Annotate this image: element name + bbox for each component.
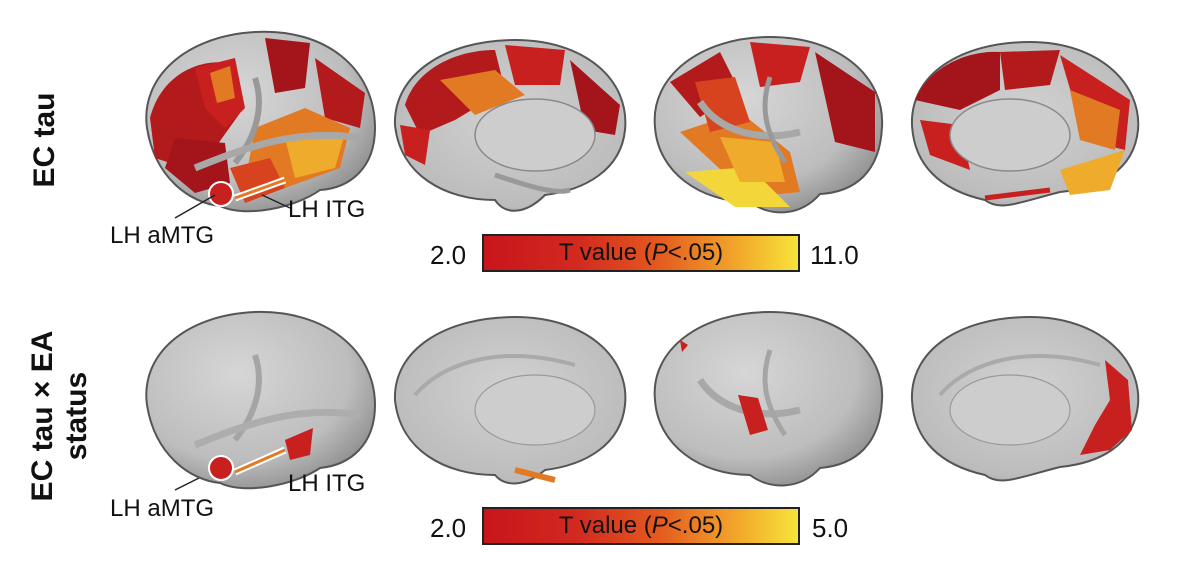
annotation-lh-amtg: LH aMTG	[110, 495, 215, 522]
brain-right-medial-row2	[900, 305, 1150, 490]
brain-left-medial-row2	[385, 305, 635, 490]
annotation-lh-amtg: LH aMTG	[110, 222, 215, 249]
brain-left-lateral-row1	[135, 18, 385, 228]
row-label-ec-tau: EC tau	[28, 92, 62, 187]
row-label-line: EC tau × EA	[26, 330, 59, 502]
colorbar-row2: T value (P<.05)	[482, 507, 800, 545]
annotation-lh-itg: LH ITG	[288, 196, 366, 223]
brain-right-lateral-row1	[640, 22, 895, 222]
brain-left-medial-row1	[385, 25, 635, 220]
colorbar-min-row2: 2.0	[430, 513, 467, 543]
row-label-ec-tau-ea-status: EC tau × EA status	[26, 331, 94, 502]
row-label-line: status	[60, 371, 93, 461]
brain-left-lateral-row2	[135, 300, 385, 500]
brain-right-medial-row1	[900, 30, 1150, 215]
annotation-lh-itg: LH ITG	[288, 470, 366, 497]
colorbar-max-row1: 11.0	[810, 240, 859, 270]
brain-right-lateral-row2	[640, 300, 895, 495]
colorbar-min-row1: 2.0	[430, 240, 467, 270]
colorbar-label-row1: T value (P<.05)	[558, 239, 724, 266]
colorbar-label-row2: T value (P<.05)	[558, 512, 724, 539]
colorbar-max-row2: 5.0	[812, 513, 849, 543]
row-label-line: EC tau	[28, 92, 61, 188]
colorbar-row1: T value (P<.05)	[482, 234, 800, 272]
